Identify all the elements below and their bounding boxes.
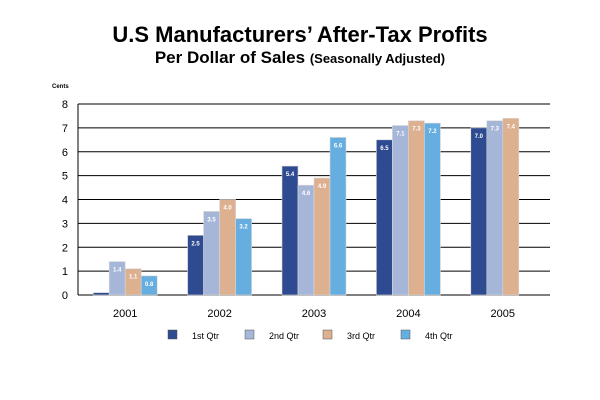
bar (424, 122, 441, 296)
bar (329, 137, 347, 296)
data-label: 7.0 (475, 134, 484, 140)
legend-swatch (244, 329, 255, 340)
x-tick-label: 2004 (396, 308, 420, 320)
x-tick-label: 2001 (113, 308, 137, 320)
legend-label: 1st Qtr (192, 331, 219, 341)
data-label: 4.0 (223, 206, 232, 212)
data-label: 0.8 (145, 282, 154, 288)
data-label: 7.3 (412, 127, 421, 133)
data-label: 7.2 (428, 129, 437, 135)
data-label: 7.3 (491, 127, 500, 133)
data-label: 2.5 (191, 241, 200, 247)
y-tick-label: 2 (62, 242, 68, 254)
legend-label: 2nd Qtr (269, 331, 299, 341)
chart-subtitle-main: Per Dollar of Sales (154, 48, 306, 67)
data-label: 6.6 (334, 143, 343, 149)
bar (203, 211, 220, 296)
legend-swatch (322, 329, 333, 340)
y-tick-label: 7 (62, 123, 68, 135)
chart-subtitle-paren: (Seasonally Adjusted) (309, 51, 446, 66)
bar (408, 120, 425, 296)
y-tick-label: 5 (62, 171, 68, 183)
data-label: 3.5 (207, 217, 216, 223)
x-tick-label: 2003 (302, 308, 326, 320)
bar (376, 139, 393, 296)
y-axis-unit-label: Cents (52, 84, 69, 90)
chart-title: U.S Manufacturers’ After-Tax Profits (112, 22, 488, 47)
y-tick-label: 4 (62, 195, 68, 207)
bar (281, 165, 299, 296)
bar (297, 184, 315, 296)
y-tick-label: 1 (62, 266, 68, 278)
y-tick-label: 3 (62, 218, 68, 230)
data-label: 5.4 (286, 172, 295, 178)
legend-label: 4th Qtr (425, 331, 453, 341)
data-label: 4.9 (318, 184, 327, 190)
data-label: 7.1 (396, 131, 405, 137)
bar (140, 275, 158, 296)
y-tick-label: 8 (62, 99, 68, 111)
bar (124, 268, 142, 296)
data-label: 7.4 (507, 124, 516, 130)
bar (92, 292, 110, 296)
bar (313, 177, 331, 296)
x-tick-label: 2005 (491, 308, 515, 320)
bar (392, 125, 409, 296)
y-tick-label: 0 (62, 290, 68, 302)
legend-label: 3rd Qtr (347, 331, 375, 341)
legend-swatch (167, 329, 178, 340)
data-label: 6.5 (380, 146, 389, 152)
legend-swatch (400, 329, 411, 340)
bar (486, 120, 504, 296)
data-label: 4.6 (302, 191, 311, 197)
bar (502, 118, 520, 296)
bar (470, 127, 488, 296)
bar (219, 199, 236, 296)
x-tick-label: 2002 (207, 308, 231, 320)
data-label: 1.4 (113, 268, 122, 274)
chart-subtitle: Per Dollar of Sales (Seasonally Adjusted… (0, 48, 600, 68)
data-label: 3.2 (239, 225, 248, 231)
y-tick-label: 6 (62, 147, 68, 159)
bar (235, 218, 252, 296)
data-label: 1.1 (129, 275, 138, 281)
